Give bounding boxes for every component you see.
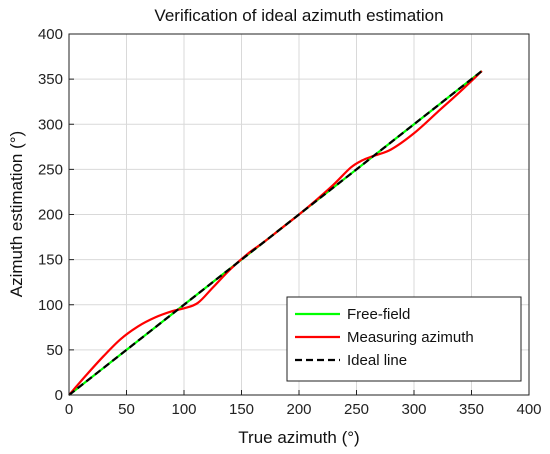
y-tick-label: 200 bbox=[38, 207, 63, 224]
x-tick-label: 0 bbox=[65, 401, 73, 418]
y-tick-label: 350 bbox=[38, 71, 63, 88]
y-tick-label: 50 bbox=[46, 342, 63, 359]
legend-label-measuring-azimuth: Measuring azimuth bbox=[347, 329, 474, 346]
y-tick-label: 0 bbox=[55, 387, 63, 404]
x-tick-label: 400 bbox=[516, 401, 541, 418]
chart-title: Verification of ideal azimuth estimation bbox=[154, 6, 443, 25]
x-tick-label: 200 bbox=[286, 401, 311, 418]
x-tick-label: 350 bbox=[459, 401, 484, 418]
x-tick-label: 300 bbox=[401, 401, 426, 418]
legend-label-free-field: Free-field bbox=[347, 306, 410, 323]
x-tick-label: 100 bbox=[171, 401, 196, 418]
series-layer bbox=[68, 70, 483, 396]
y-tick-label: 300 bbox=[38, 116, 63, 133]
y-tick-label: 150 bbox=[38, 252, 63, 269]
legend-label-ideal-line: Ideal line bbox=[347, 352, 407, 369]
legend-box bbox=[286, 296, 522, 382]
x-axis: 0 50 100 150 200 250 300 350 400 bbox=[65, 390, 542, 418]
x-tick-label: 150 bbox=[229, 401, 254, 418]
y-tick-label: 250 bbox=[38, 161, 63, 178]
y-axis-label: Azimuth estimation (°) bbox=[7, 131, 26, 297]
y-tick-label: 400 bbox=[38, 26, 63, 43]
y-tick-label: 100 bbox=[38, 297, 63, 314]
legend: Free-field Measuring azimuth Ideal line bbox=[286, 296, 522, 382]
x-tick-label: 250 bbox=[344, 401, 369, 418]
y-axis: 0 50 100 150 200 250 300 350 400 bbox=[38, 26, 74, 404]
x-axis-label: True azimuth (°) bbox=[238, 428, 359, 447]
x-tick-label: 50 bbox=[118, 401, 135, 418]
